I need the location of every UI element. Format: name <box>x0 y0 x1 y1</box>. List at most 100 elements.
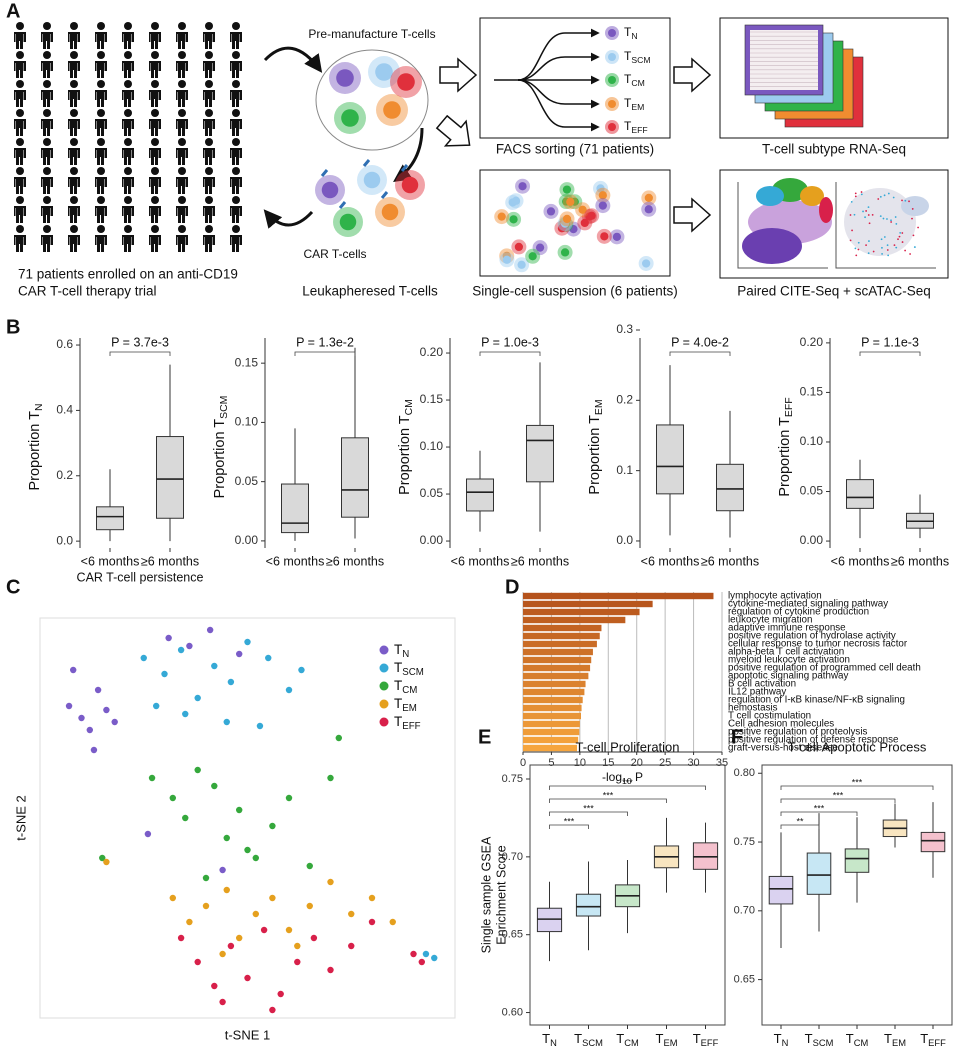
head <box>232 225 240 233</box>
bar <box>523 624 602 632</box>
cell-inner <box>598 191 607 200</box>
legend-label-base: T <box>394 714 402 729</box>
body <box>203 119 215 136</box>
x-tick-label-base: T <box>656 1031 664 1046</box>
significance-bracket <box>549 824 589 829</box>
body <box>95 90 107 107</box>
y-tick-label: 0.0 <box>616 533 633 547</box>
x-tick-label: <6 months <box>81 554 140 568</box>
significance-bracket <box>780 798 896 803</box>
point <box>65 702 73 710</box>
x-tick-label: TCM <box>846 1031 869 1048</box>
cluster <box>901 196 929 216</box>
x-tick-label-base: T <box>774 1031 782 1046</box>
head <box>178 109 186 117</box>
person-icon <box>122 80 134 107</box>
atac-dot <box>911 217 913 220</box>
atac-dot <box>908 200 910 203</box>
body <box>122 61 134 78</box>
body <box>122 177 134 194</box>
body <box>41 32 53 49</box>
car-receptor <box>400 164 409 172</box>
person-icon <box>68 80 80 107</box>
significance-label: *** <box>852 777 863 787</box>
y-tick-label: 0.05 <box>235 474 259 488</box>
x-axis-label-after: P <box>632 770 643 784</box>
cell-inner <box>509 215 518 224</box>
y-tick-label: 0.65 <box>502 929 523 941</box>
person-icon <box>149 51 161 78</box>
body <box>230 148 242 165</box>
atac-dot <box>886 249 889 251</box>
cell-inner <box>644 205 653 214</box>
body <box>122 235 134 252</box>
y-tick-label: 0.2 <box>56 468 73 482</box>
cell-inner <box>598 201 607 210</box>
head <box>43 51 51 59</box>
point <box>223 886 230 894</box>
atac-dot <box>857 248 860 251</box>
y-axis-label: Proportion TN <box>27 403 45 490</box>
atac-dot <box>912 234 915 237</box>
significance-bracket <box>780 785 934 790</box>
citeseq-label: Paired CITE-Seq + scATAC-Seq <box>737 284 930 299</box>
bar-label: B cell activation <box>728 679 796 690</box>
atac-dot <box>854 247 857 250</box>
point <box>140 654 147 662</box>
person-icon <box>230 138 242 165</box>
body <box>230 235 242 252</box>
body <box>68 206 80 223</box>
significance-label: P = 3.7e-3 <box>111 335 169 349</box>
body <box>203 90 215 107</box>
x-tick-label: 15 <box>602 757 614 769</box>
facs-box <box>479 17 671 139</box>
cell-inner <box>566 197 575 206</box>
body <box>41 206 53 223</box>
person-icon <box>95 225 107 252</box>
atac-dot <box>892 196 895 199</box>
head <box>178 167 186 175</box>
x-tick-label: ≥6 months <box>141 554 199 568</box>
point <box>161 670 168 678</box>
point <box>285 794 293 802</box>
x-tick-label: ≥6 months <box>326 554 384 568</box>
chart-title: T-cell Proliferation <box>575 739 679 754</box>
person-icon <box>230 80 242 107</box>
atac-dot <box>851 229 853 232</box>
body <box>14 90 26 107</box>
body <box>41 148 53 165</box>
head <box>151 22 159 30</box>
point <box>202 902 210 910</box>
subtype-dot-inner <box>608 29 616 37</box>
significance-bracket <box>109 351 171 356</box>
body <box>149 177 161 194</box>
point <box>206 626 214 634</box>
head <box>124 167 132 175</box>
y-tick-label: 0.4 <box>56 403 73 417</box>
person-icon <box>176 196 188 223</box>
y-tick-label: 0.70 <box>734 905 755 917</box>
y-tick-label: 0.10 <box>420 439 444 453</box>
x-tick-label: 25 <box>659 757 671 769</box>
y-axis-label-sub: CM <box>404 399 415 415</box>
atac-dot <box>854 195 857 198</box>
head <box>124 225 132 233</box>
atac-dot <box>917 226 919 229</box>
y-tick-label: 0.80 <box>734 767 755 779</box>
legend-swatch <box>379 717 389 727</box>
cell-inner <box>339 213 357 231</box>
y-tick-label: 0.0 <box>56 533 73 547</box>
point <box>182 814 189 822</box>
panel-label: A <box>6 0 20 22</box>
body <box>149 206 161 223</box>
head <box>151 109 159 117</box>
cell-inner <box>535 243 545 252</box>
y-axis-label: Single sample GSEA <box>479 836 493 953</box>
point <box>103 706 110 714</box>
cell-inner <box>518 182 527 191</box>
atac-dot <box>886 218 888 220</box>
box <box>281 483 309 534</box>
subtype-label-sub: N <box>631 31 637 41</box>
x-tick-label: TEFF <box>920 1031 946 1048</box>
